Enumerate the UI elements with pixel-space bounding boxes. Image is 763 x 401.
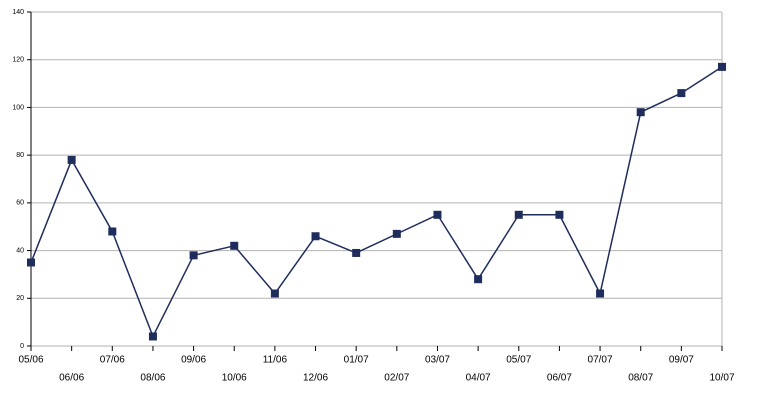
marker (392, 229, 401, 238)
marker (352, 248, 361, 257)
y-tick-label: 120 (12, 57, 24, 64)
marker (636, 108, 645, 117)
marker (189, 251, 198, 260)
marker (596, 289, 605, 298)
x-tick-label: 10/06 (222, 373, 247, 384)
marker (677, 89, 686, 98)
x-tick-label: 08/07 (628, 373, 653, 384)
y-tick-label: 60 (16, 200, 24, 207)
x-tick-label: 05/07 (506, 355, 531, 366)
x-tick-label: 03/07 (425, 355, 450, 366)
marker (555, 210, 564, 219)
x-tick-label: 09/07 (669, 355, 694, 366)
y-tick-label: 140 (12, 9, 24, 16)
x-tick-label: 07/06 (100, 355, 125, 366)
marker (230, 241, 239, 250)
x-tick-label: 08/06 (140, 373, 165, 384)
marker (67, 155, 76, 164)
marker (474, 275, 483, 284)
x-tick-label: 12/06 (303, 373, 328, 384)
x-tick-label: 09/06 (181, 355, 206, 366)
x-tick-label: 07/07 (588, 355, 613, 366)
x-tick-label: 06/07 (547, 373, 572, 384)
marker (311, 232, 320, 241)
marker (148, 332, 157, 341)
marker (514, 210, 523, 219)
marker (433, 210, 442, 219)
y-tick-label: 20 (16, 295, 24, 302)
x-tick-label: 11/06 (263, 355, 288, 366)
x-tick-label: 02/07 (384, 373, 409, 384)
x-tick-label: 01/07 (344, 355, 369, 366)
x-tick-label: 10/07 (709, 373, 734, 384)
y-tick-label: 40 (16, 247, 24, 254)
marker (718, 62, 726, 71)
x-tick-label: 04/07 (466, 373, 491, 384)
y-tick-label: 100 (12, 104, 24, 111)
y-tick-label: 0 (20, 343, 24, 350)
marker (108, 227, 117, 236)
marker (27, 258, 35, 267)
x-tick-label: 05/06 (18, 355, 43, 366)
x-tick-label: 06/06 (59, 373, 84, 384)
marker (270, 289, 279, 298)
line (30, 66, 723, 339)
y-tick-label: 80 (16, 152, 24, 159)
